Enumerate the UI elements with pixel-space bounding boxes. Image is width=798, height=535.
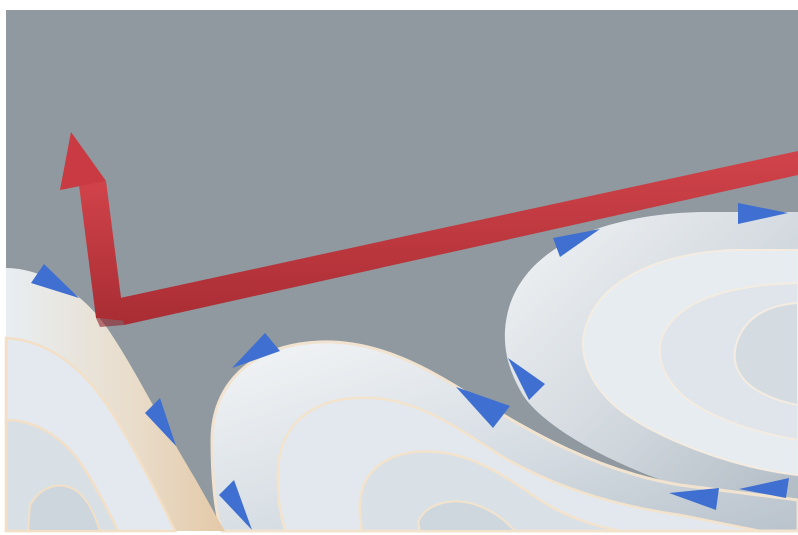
marker-6: [508, 358, 545, 400]
marker-2: [145, 398, 176, 446]
marker-8: [738, 203, 788, 224]
marker-10: [739, 478, 789, 498]
marker-1: [31, 264, 79, 298]
surface-right: [504, 212, 798, 500]
red-axis-arrow-icon: [60, 132, 798, 327]
marker-5: [456, 387, 510, 428]
marker-7: [553, 229, 600, 257]
blue-triangle-marker-icon: [31, 203, 789, 530]
marker-3: [219, 480, 252, 530]
marker-4: [232, 333, 280, 368]
marker-9: [669, 488, 719, 510]
surface-left: [4, 268, 225, 533]
